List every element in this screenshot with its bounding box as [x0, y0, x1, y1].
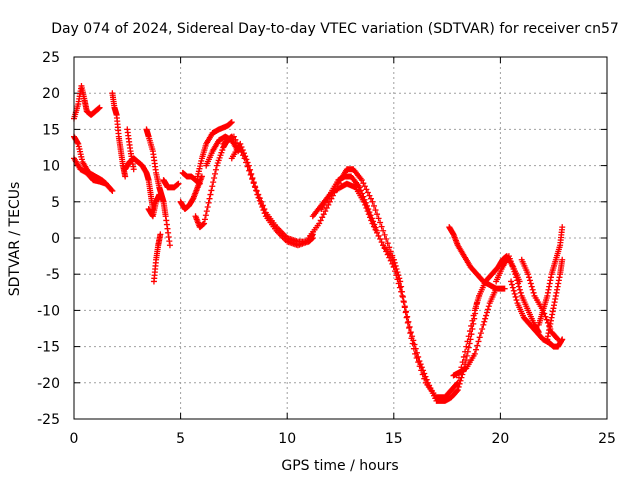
point-marker	[145, 191, 163, 220]
point-marker	[150, 231, 164, 285]
series-M	[179, 169, 203, 187]
series-W	[390, 263, 480, 404]
point-marker	[508, 278, 566, 350]
series-H	[145, 191, 163, 220]
x-tick-label: 20	[491, 431, 509, 447]
series-AC	[535, 224, 566, 328]
point-marker	[122, 155, 156, 213]
x-tick-label: 5	[176, 431, 185, 447]
series-Y	[450, 285, 500, 379]
data-points	[71, 82, 566, 404]
point-marker	[390, 263, 480, 404]
series-R	[220, 133, 316, 245]
y-tick-label: 10	[42, 159, 60, 175]
point-marker	[309, 180, 397, 270]
series-O	[194, 119, 235, 180]
series-J	[160, 177, 182, 191]
point-marker	[544, 256, 566, 343]
point-marker	[143, 126, 167, 205]
y-tick-label: -5	[46, 267, 60, 283]
x-tick-label: 25	[598, 431, 616, 447]
point-marker	[493, 253, 542, 336]
point-marker	[124, 126, 137, 173]
series-U	[318, 173, 380, 234]
series-AB	[508, 278, 566, 350]
series-AA	[493, 253, 542, 336]
plot-frame	[73, 56, 608, 420]
series-AD	[544, 256, 566, 343]
point-marker	[160, 177, 182, 191]
x-axis-label: GPS time / hours	[281, 458, 398, 474]
y-tick-label: -10	[37, 303, 60, 319]
point-marker	[228, 140, 316, 249]
x-tick-label: 0	[70, 431, 79, 447]
point-marker	[109, 90, 129, 180]
point-marker	[160, 198, 173, 249]
x-tick-label: 10	[278, 431, 296, 447]
point-marker	[179, 169, 203, 187]
series-A	[71, 82, 103, 122]
point-marker	[71, 82, 103, 122]
axis-ticks: 0 5 10 15 20 25 25 20 15 10 5 0 -5 -10 -15 -20 -25	[37, 50, 616, 447]
point-marker	[318, 173, 380, 234]
y-axis-label: SDTVAR / TECUs	[7, 182, 23, 297]
y-tick-label: 5	[51, 195, 60, 211]
point-marker	[518, 256, 561, 343]
series-K	[160, 198, 173, 249]
y-tick-label: 15	[42, 122, 60, 138]
point-marker	[450, 285, 500, 379]
y-tick-label: -25	[37, 412, 60, 428]
y-tick-label: 25	[42, 50, 60, 66]
y-tick-label: 20	[42, 86, 60, 102]
series-I	[150, 231, 164, 285]
grid	[74, 57, 607, 419]
point-marker	[194, 119, 235, 180]
series-F	[124, 126, 137, 173]
series-T	[309, 180, 397, 270]
series-D	[109, 90, 129, 180]
y-tick-label: 0	[51, 231, 60, 247]
point-marker	[535, 224, 566, 328]
series-Q	[228, 140, 316, 249]
point-marker	[220, 133, 316, 245]
series-E	[122, 155, 156, 213]
y-tick-label: -15	[37, 340, 60, 356]
series-G	[143, 126, 167, 205]
x-tick-label: 15	[385, 431, 403, 447]
series-AE	[518, 256, 561, 343]
chart-title: Day 074 of 2024, Sidereal Day-to-day VTE…	[51, 21, 619, 37]
y-tick-label: -20	[37, 376, 60, 392]
